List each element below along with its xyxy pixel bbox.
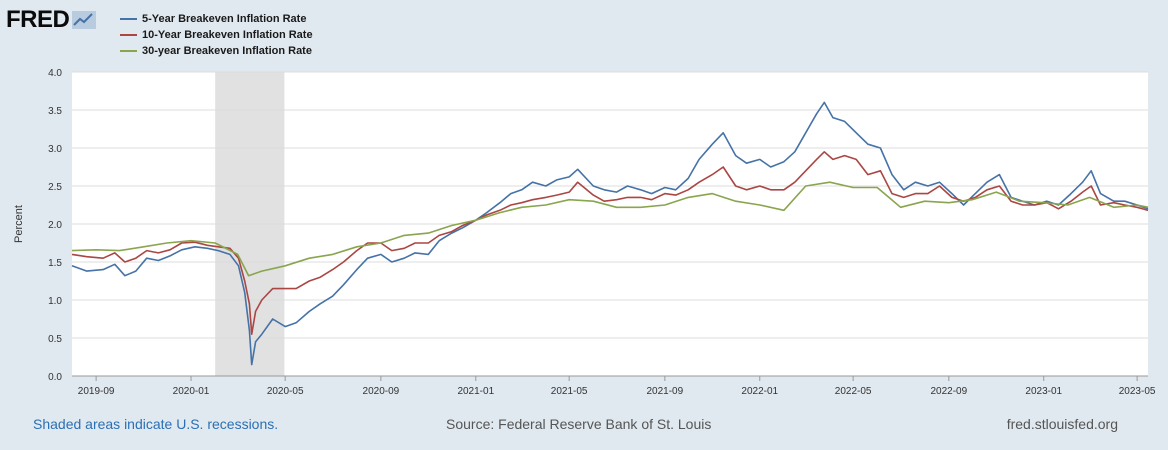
- y-axis-title: Percent: [13, 205, 25, 243]
- legend-label-5-year: 5-Year Breakeven Inflation Rate: [142, 13, 307, 25]
- x-tick-label-7: 2022-01: [741, 386, 778, 397]
- legend-item-30-year: 30-year Breakeven Inflation Rate: [120, 43, 313, 59]
- fred-chart-icon: [72, 11, 97, 29]
- source-credit: Source: Federal Reserve Bank of St. Loui…: [446, 416, 712, 432]
- series-line-0: [71, 101, 1149, 366]
- legend-item-5-year: 5-Year Breakeven Inflation Rate: [120, 11, 313, 27]
- y-tick-label-3: 1.5: [48, 258, 62, 269]
- fred-logo-text: FRED: [6, 6, 70, 33]
- x-tick-label-9: 2022-09: [930, 386, 967, 397]
- legend-swatch-30-year: [120, 50, 137, 52]
- y-tick-label-7: 3.5: [48, 106, 62, 117]
- x-tick-label-8: 2022-05: [835, 386, 872, 397]
- line-chart: 0.0 0.5 1.0 1.5 2.0 2.5 3.0 3.5 4.0 2019-09 2020-0…: [13, 68, 1156, 397]
- chart-legend: 5-Year Breakeven Inflation Rate 10-Year …: [120, 11, 313, 59]
- x-tick-label-6: 2021-09: [646, 386, 683, 397]
- x-tick-label-5: 2021-05: [551, 386, 588, 397]
- y-tick-label-6: 3.0: [48, 144, 62, 155]
- x-tick-label-2: 2020-05: [267, 386, 304, 397]
- legend-item-10-year: 10-Year Breakeven Inflation Rate: [120, 27, 313, 43]
- legend-label-30-year: 30-year Breakeven Inflation Rate: [142, 45, 312, 57]
- fred-logo[interactable]: FRED: [6, 6, 97, 34]
- x-tick-label-3: 2020-09: [363, 386, 400, 397]
- x-tick-label-0: 2019-09: [78, 386, 115, 397]
- y-tick-label-8: 4.0: [48, 68, 62, 79]
- y-tick-label-5: 2.5: [48, 182, 62, 193]
- site-url[interactable]: fred.stlouisfed.org: [1006, 416, 1118, 432]
- y-tick-label-0: 0.0: [48, 372, 62, 383]
- y-tick-label-1: 0.5: [48, 334, 62, 345]
- recession-note[interactable]: Shaded areas indicate U.S. recessions.: [33, 416, 279, 432]
- legend-swatch-5-year: [120, 18, 137, 20]
- legend-label-10-year: 10-Year Breakeven Inflation Rate: [142, 29, 313, 41]
- y-tick-label-4: 2.0: [48, 220, 62, 231]
- x-tick-label-4: 2021-01: [457, 386, 494, 397]
- legend-swatch-10-year: [120, 34, 137, 36]
- y-tick-label-2: 1.0: [48, 296, 62, 307]
- x-tick-label-10: 2023-01: [1025, 386, 1062, 397]
- x-tick-label-1: 2020-01: [173, 386, 210, 397]
- series-line-2: [71, 181, 1149, 277]
- x-tick-label-11: 2023-05: [1119, 386, 1156, 397]
